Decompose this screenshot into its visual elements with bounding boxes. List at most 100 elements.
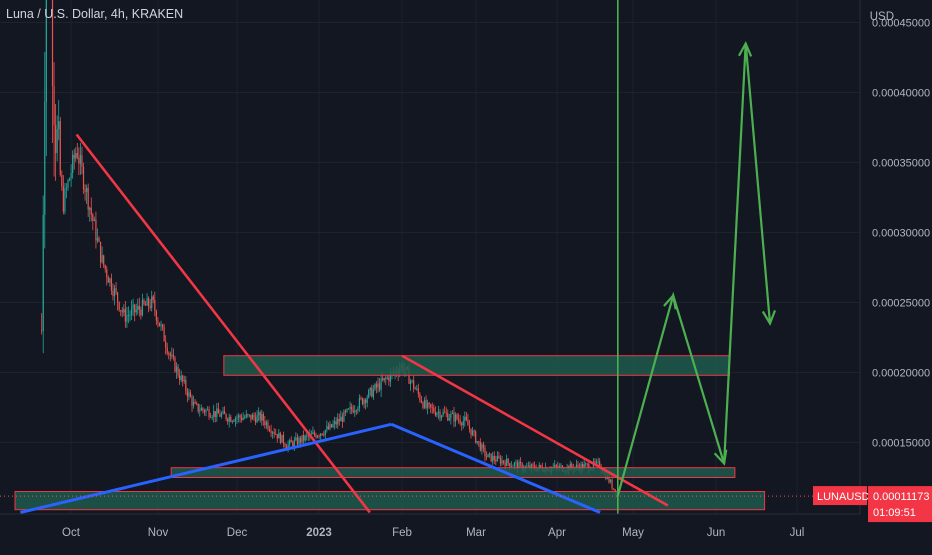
candle-body bbox=[41, 330, 43, 332]
candle-body bbox=[468, 425, 471, 429]
candle-body bbox=[222, 410, 224, 414]
candle-body bbox=[430, 404, 432, 408]
candle-body bbox=[42, 214, 44, 331]
candle-body bbox=[124, 309, 126, 322]
candle-body bbox=[360, 398, 362, 399]
candle-body bbox=[132, 304, 134, 309]
candle-body bbox=[510, 465, 512, 467]
candle-body bbox=[299, 437, 302, 443]
candle-body bbox=[478, 441, 480, 442]
candle-body bbox=[151, 296, 153, 308]
candle-body bbox=[135, 309, 137, 313]
candle-body bbox=[498, 455, 500, 458]
candle-body bbox=[237, 415, 240, 418]
candle-body bbox=[411, 380, 413, 382]
candle-body bbox=[461, 423, 463, 426]
candle-body bbox=[174, 357, 176, 372]
candle-body bbox=[296, 437, 299, 445]
candle-body bbox=[148, 297, 150, 307]
chart-title: Luna / U.S. Dollar, 4h, KRAKEN bbox=[6, 7, 184, 21]
candle-body bbox=[231, 421, 233, 422]
candle-body bbox=[127, 315, 130, 316]
candle-body bbox=[186, 390, 188, 397]
candle-body bbox=[540, 464, 542, 467]
projection-arrowhead bbox=[738, 40, 753, 57]
candle-body bbox=[571, 463, 573, 468]
candle-body bbox=[303, 435, 305, 441]
candle-body bbox=[144, 303, 147, 306]
candle-body bbox=[89, 207, 91, 210]
candle-body bbox=[104, 265, 106, 270]
candle-body bbox=[324, 430, 326, 435]
candle-body bbox=[225, 414, 227, 420]
candle-body bbox=[422, 402, 424, 408]
candle-body bbox=[451, 412, 454, 414]
candle-body bbox=[490, 453, 492, 462]
candle-body bbox=[518, 461, 520, 469]
candle-body bbox=[473, 430, 475, 432]
price-tick-label: 0.00030000 bbox=[872, 228, 930, 240]
time-tick-label: Mar bbox=[466, 527, 486, 539]
candle-body bbox=[79, 155, 82, 164]
candle-body bbox=[417, 388, 419, 394]
time-tick-label: Feb bbox=[392, 527, 412, 539]
candle-body bbox=[428, 402, 430, 405]
candle-body bbox=[123, 309, 125, 313]
candle-body bbox=[157, 320, 159, 323]
candle-body bbox=[44, 101, 46, 215]
candle-body bbox=[220, 413, 223, 417]
candle-body bbox=[320, 433, 322, 436]
candle-body bbox=[316, 435, 319, 438]
candle-body bbox=[577, 464, 579, 467]
candle-body bbox=[489, 453, 491, 455]
candle-body bbox=[413, 380, 415, 389]
candle-body bbox=[262, 414, 264, 421]
countdown-value: 01:09:51 bbox=[873, 507, 916, 519]
candle-body bbox=[109, 278, 111, 283]
candle-body bbox=[586, 463, 588, 465]
candle-body bbox=[175, 366, 178, 372]
candle-body bbox=[70, 173, 72, 179]
candle-body bbox=[214, 411, 216, 417]
candle-body bbox=[154, 299, 156, 312]
price-tick-label: 0.00025000 bbox=[872, 298, 930, 310]
candle-body bbox=[191, 397, 193, 406]
candle-body bbox=[284, 443, 286, 447]
candle-body bbox=[454, 414, 457, 422]
candle-body bbox=[465, 416, 467, 420]
candle-body bbox=[200, 408, 202, 411]
candle-body bbox=[158, 322, 161, 327]
candle-body bbox=[371, 387, 373, 397]
candle-body bbox=[59, 121, 61, 175]
candle-body bbox=[110, 278, 113, 291]
candle-body bbox=[471, 430, 474, 436]
candle-body bbox=[597, 461, 599, 463]
candle-body bbox=[247, 414, 249, 416]
candle-body bbox=[352, 409, 354, 413]
candle-body bbox=[45, 0, 47, 102]
candle-body bbox=[338, 418, 340, 422]
candle-body bbox=[312, 432, 314, 434]
candle-body bbox=[242, 417, 244, 420]
candle-body bbox=[355, 410, 357, 412]
candle-body bbox=[183, 380, 185, 382]
candle-body bbox=[93, 219, 95, 221]
candle-body bbox=[458, 418, 460, 420]
zone-rect-2 bbox=[170, 467, 736, 479]
candle-body bbox=[495, 460, 497, 462]
symbol-label: LUNAUSD bbox=[817, 491, 870, 503]
candle-body bbox=[141, 299, 144, 316]
price-tick-label: 0.00045000 bbox=[872, 18, 930, 30]
candle-body bbox=[372, 389, 374, 397]
time-tick-label: Dec bbox=[227, 527, 248, 539]
candle-body bbox=[558, 466, 560, 468]
candle-body bbox=[268, 429, 271, 431]
candle-body bbox=[290, 440, 292, 443]
time-tick-label: Apr bbox=[548, 527, 566, 539]
candle-body bbox=[437, 411, 440, 414]
candle-body bbox=[90, 207, 92, 215]
candle-body bbox=[197, 403, 199, 412]
candle-body bbox=[239, 415, 241, 418]
